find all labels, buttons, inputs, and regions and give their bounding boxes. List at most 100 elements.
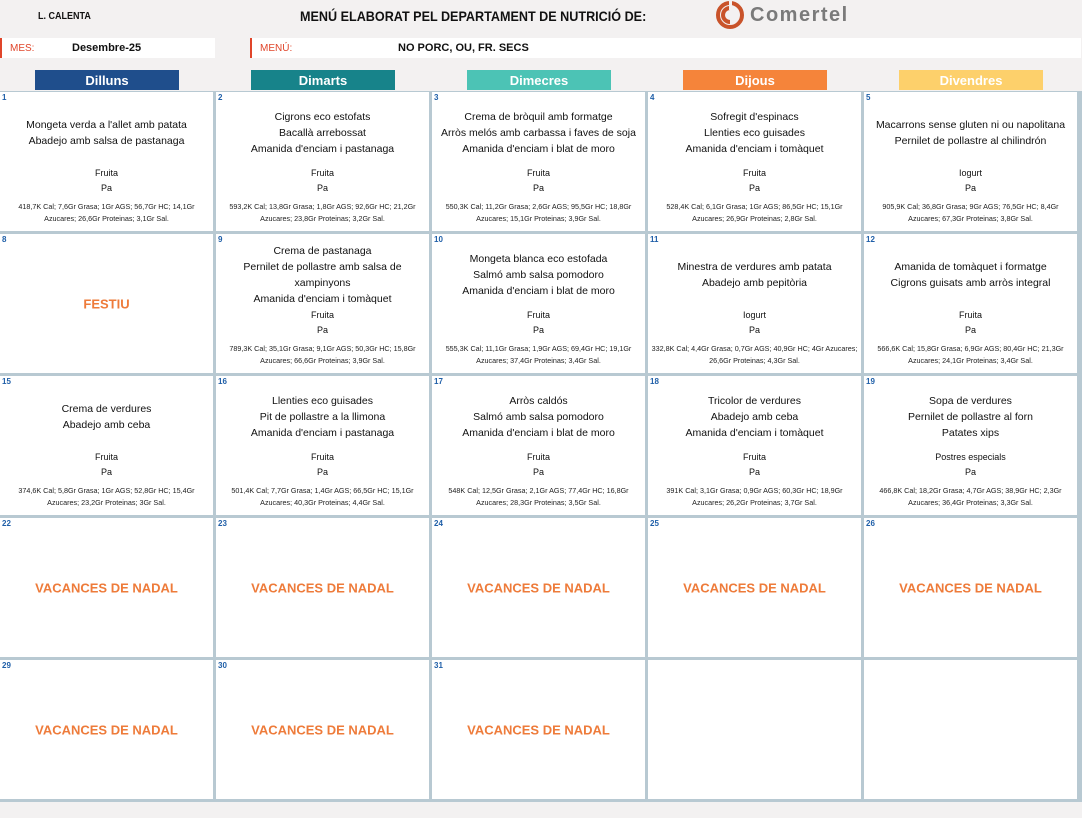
dessert: Pa xyxy=(748,325,760,335)
weekday-header-dimecres: Dimecres xyxy=(467,70,611,90)
dessert: Pa xyxy=(532,183,544,193)
dish: Amanida de tomàquet i formatge xyxy=(894,261,1047,274)
dish: Salmó amb salsa pomodoro xyxy=(473,269,604,282)
day-special-label: VACANCES DE NADAL xyxy=(35,580,178,595)
day-cell: 17 Arròs caldós Salmó amb salsa pomodoro Am… xyxy=(432,376,645,515)
nutrition-info: 528,4K Cal; 6,1Gr Grasa; 1Gr AGS; 86,5Gr… xyxy=(666,202,843,223)
day-cell: 19 Sopa de verdures Pernilet de pollastre … xyxy=(864,376,1077,515)
dish: Cigrons eco estofats xyxy=(274,111,371,124)
dessert-list: Fruita Pa xyxy=(4,450,209,480)
month-value: Desembre-25 xyxy=(72,42,142,54)
day-number: 22 xyxy=(2,519,11,528)
dessert: Fruita xyxy=(94,168,118,178)
dessert: Pa xyxy=(964,467,976,477)
day-cell: 25 VACANCES DE NADAL xyxy=(648,518,861,657)
dish-list: Tricolor de verdures Abadejo amb ceba Aman… xyxy=(652,386,857,450)
dessert: Fruita xyxy=(958,310,982,320)
dish: Minestra de verdures amb patata xyxy=(677,261,832,274)
dessert-list: Fruita Pa xyxy=(220,450,425,480)
nutrition-info: 501,4K Cal; 7,7Gr Grasa; 1,4Gr AGS; 66,5… xyxy=(231,486,414,507)
day-number: 17 xyxy=(434,377,443,386)
dish: Amanida d'enciam i pastanaga xyxy=(250,426,395,439)
dish: Bacallà arrebossat xyxy=(279,127,366,140)
dish: Pit de pollastre a la llimona xyxy=(259,411,386,424)
month-label: MES: xyxy=(10,42,35,54)
dessert: Fruita xyxy=(742,168,766,178)
dessert: Fruita xyxy=(94,452,118,462)
nutrition-info: 555,3K Cal; 11,1Gr Grasa; 1,9Gr AGS; 69,… xyxy=(445,344,632,365)
dish: Crema de pastanaga xyxy=(273,245,372,258)
day-cell: 30 VACANCES DE NADAL xyxy=(216,660,429,799)
weekday-header-dimarts: Dimarts xyxy=(251,70,395,90)
nutrition-info: 332,8K Cal; 4,4Gr Grasa; 0,7Gr AGS; 40,9… xyxy=(651,344,858,365)
dessert-list: Fruita Pa xyxy=(436,308,641,338)
dessert-list: Iogurt Pa xyxy=(868,166,1073,196)
day-number: 18 xyxy=(650,377,659,386)
dish: Pernilet de pollastre amb salsa de xampi… xyxy=(243,261,402,289)
dish-list: Mongeta verda a l'allet amb patata Abadej… xyxy=(4,102,209,166)
day-cell xyxy=(864,660,1077,799)
dish: Mongeta verda a l'allet amb patata xyxy=(26,119,187,132)
nutrition-info: 466,8K Cal; 18,2Gr Grasa; 4,7Gr AGS; 38,… xyxy=(879,486,1062,507)
day-special-label: VACANCES DE NADAL xyxy=(899,580,1042,595)
nutrition-info: 374,6K Cal; 5,8Gr Grasa; 1Gr AGS; 52,8Gr… xyxy=(18,486,195,507)
nutrition-info: 548K Cal; 12,5Gr Grasa; 2,1Gr AGS; 77,4G… xyxy=(448,486,629,507)
dish: Amanida d'enciam i blat de moro xyxy=(462,284,615,297)
dish: Sofregit d'espinacs xyxy=(710,111,799,124)
day-cell: 24 VACANCES DE NADAL xyxy=(432,518,645,657)
dessert: Postres especials xyxy=(935,452,1006,462)
dessert: Fruita xyxy=(526,168,550,178)
dessert: Pa xyxy=(748,183,760,193)
dessert-list: Fruita Pa xyxy=(652,166,857,196)
dish: Llenties eco guisades xyxy=(272,395,373,408)
weekday-header-dijous: Dijous xyxy=(683,70,827,90)
day-cell: 12 Amanida de tomàquet i formatge Cigrons … xyxy=(864,234,1077,373)
day-cell: 8 FESTIU xyxy=(0,234,213,373)
day-number: 5 xyxy=(866,93,871,102)
dish: Macarrons sense gluten ni ou napolitana xyxy=(875,119,1066,132)
dessert: Pa xyxy=(964,183,976,193)
day-number: 30 xyxy=(218,661,227,670)
day-number: 19 xyxy=(866,377,875,386)
day-cell: 23 VACANCES DE NADAL xyxy=(216,518,429,657)
dish: Amanida d'enciam i tomàquet xyxy=(685,426,824,439)
nutrition-info: 418,7K Cal; 7,6Gr Grasa; 1Gr AGS; 56,7Gr… xyxy=(18,202,195,223)
dish-list: Llenties eco guisades Pit de pollastre a … xyxy=(220,386,425,450)
dessert: Pa xyxy=(100,183,112,193)
day-special-label: VACANCES DE NADAL xyxy=(467,722,610,737)
nutrition-info: 593,2K Cal; 13,8Gr Grasa; 1,8Gr AGS; 92,… xyxy=(229,202,416,223)
day-cell: 11 Minestra de verdures amb patata Abadejo… xyxy=(648,234,861,373)
nutrition-info: 789,3K Cal; 35,1Gr Grasa; 9,1Gr AGS; 50,… xyxy=(229,344,416,365)
dish: Tricolor de verdures xyxy=(708,395,801,408)
dessert-list: Fruita Pa xyxy=(868,308,1073,338)
dish: Arròs caldós xyxy=(509,395,568,408)
dessert-list: Fruita Pa xyxy=(4,166,209,196)
day-number: 12 xyxy=(866,235,875,244)
comertel-logo: Comertel xyxy=(716,0,849,30)
day-special-label: VACANCES DE NADAL xyxy=(251,722,394,737)
page-title: MENÚ ELABORAT PEL DEPARTAMENT DE NUTRICI… xyxy=(300,8,647,24)
day-cell: 18 Tricolor de verdures Abadejo amb ceba Am… xyxy=(648,376,861,515)
dish: Amanida d'enciam i blat de moro xyxy=(462,426,615,439)
menu-value: NO PORC, OU, FR. SECS xyxy=(398,42,529,54)
dish-list: Sopa de verdures Pernilet de pollastre al… xyxy=(868,386,1073,450)
day-special-label: VACANCES DE NADAL xyxy=(683,580,826,595)
dish: Patates xips xyxy=(941,426,1000,439)
dish: Abadejo amb salsa de pastanaga xyxy=(28,135,185,147)
dish: Abadejo amb ceba xyxy=(62,419,151,431)
comertel-logo-icon xyxy=(716,1,744,29)
dish-list: Crema de pastanaga Pernilet de pollastre … xyxy=(220,244,425,308)
day-cell: 9 Crema de pastanaga Pernilet de pollastre… xyxy=(216,234,429,373)
nutrition-info: 391K Cal; 3,1Gr Grasa; 0,9Gr AGS; 60,3Gr… xyxy=(666,486,843,507)
day-number: 1 xyxy=(2,93,7,102)
dessert: Fruita xyxy=(742,452,766,462)
nutrition-info: 566,6K Cal; 15,8Gr Grasa; 6,9Gr AGS; 80,… xyxy=(877,344,1064,365)
dessert: Pa xyxy=(964,325,976,335)
dessert: Fruita xyxy=(310,310,334,320)
dish: Llenties eco guisades xyxy=(704,127,805,140)
menu-field: MENÚ: NO PORC, OU, FR. SECS xyxy=(250,38,1081,58)
day-cell: 29 VACANCES DE NADAL xyxy=(0,660,213,799)
dessert: Pa xyxy=(532,325,544,335)
day-cell: 5 Macarrons sense gluten ni ou napolitana… xyxy=(864,92,1077,231)
